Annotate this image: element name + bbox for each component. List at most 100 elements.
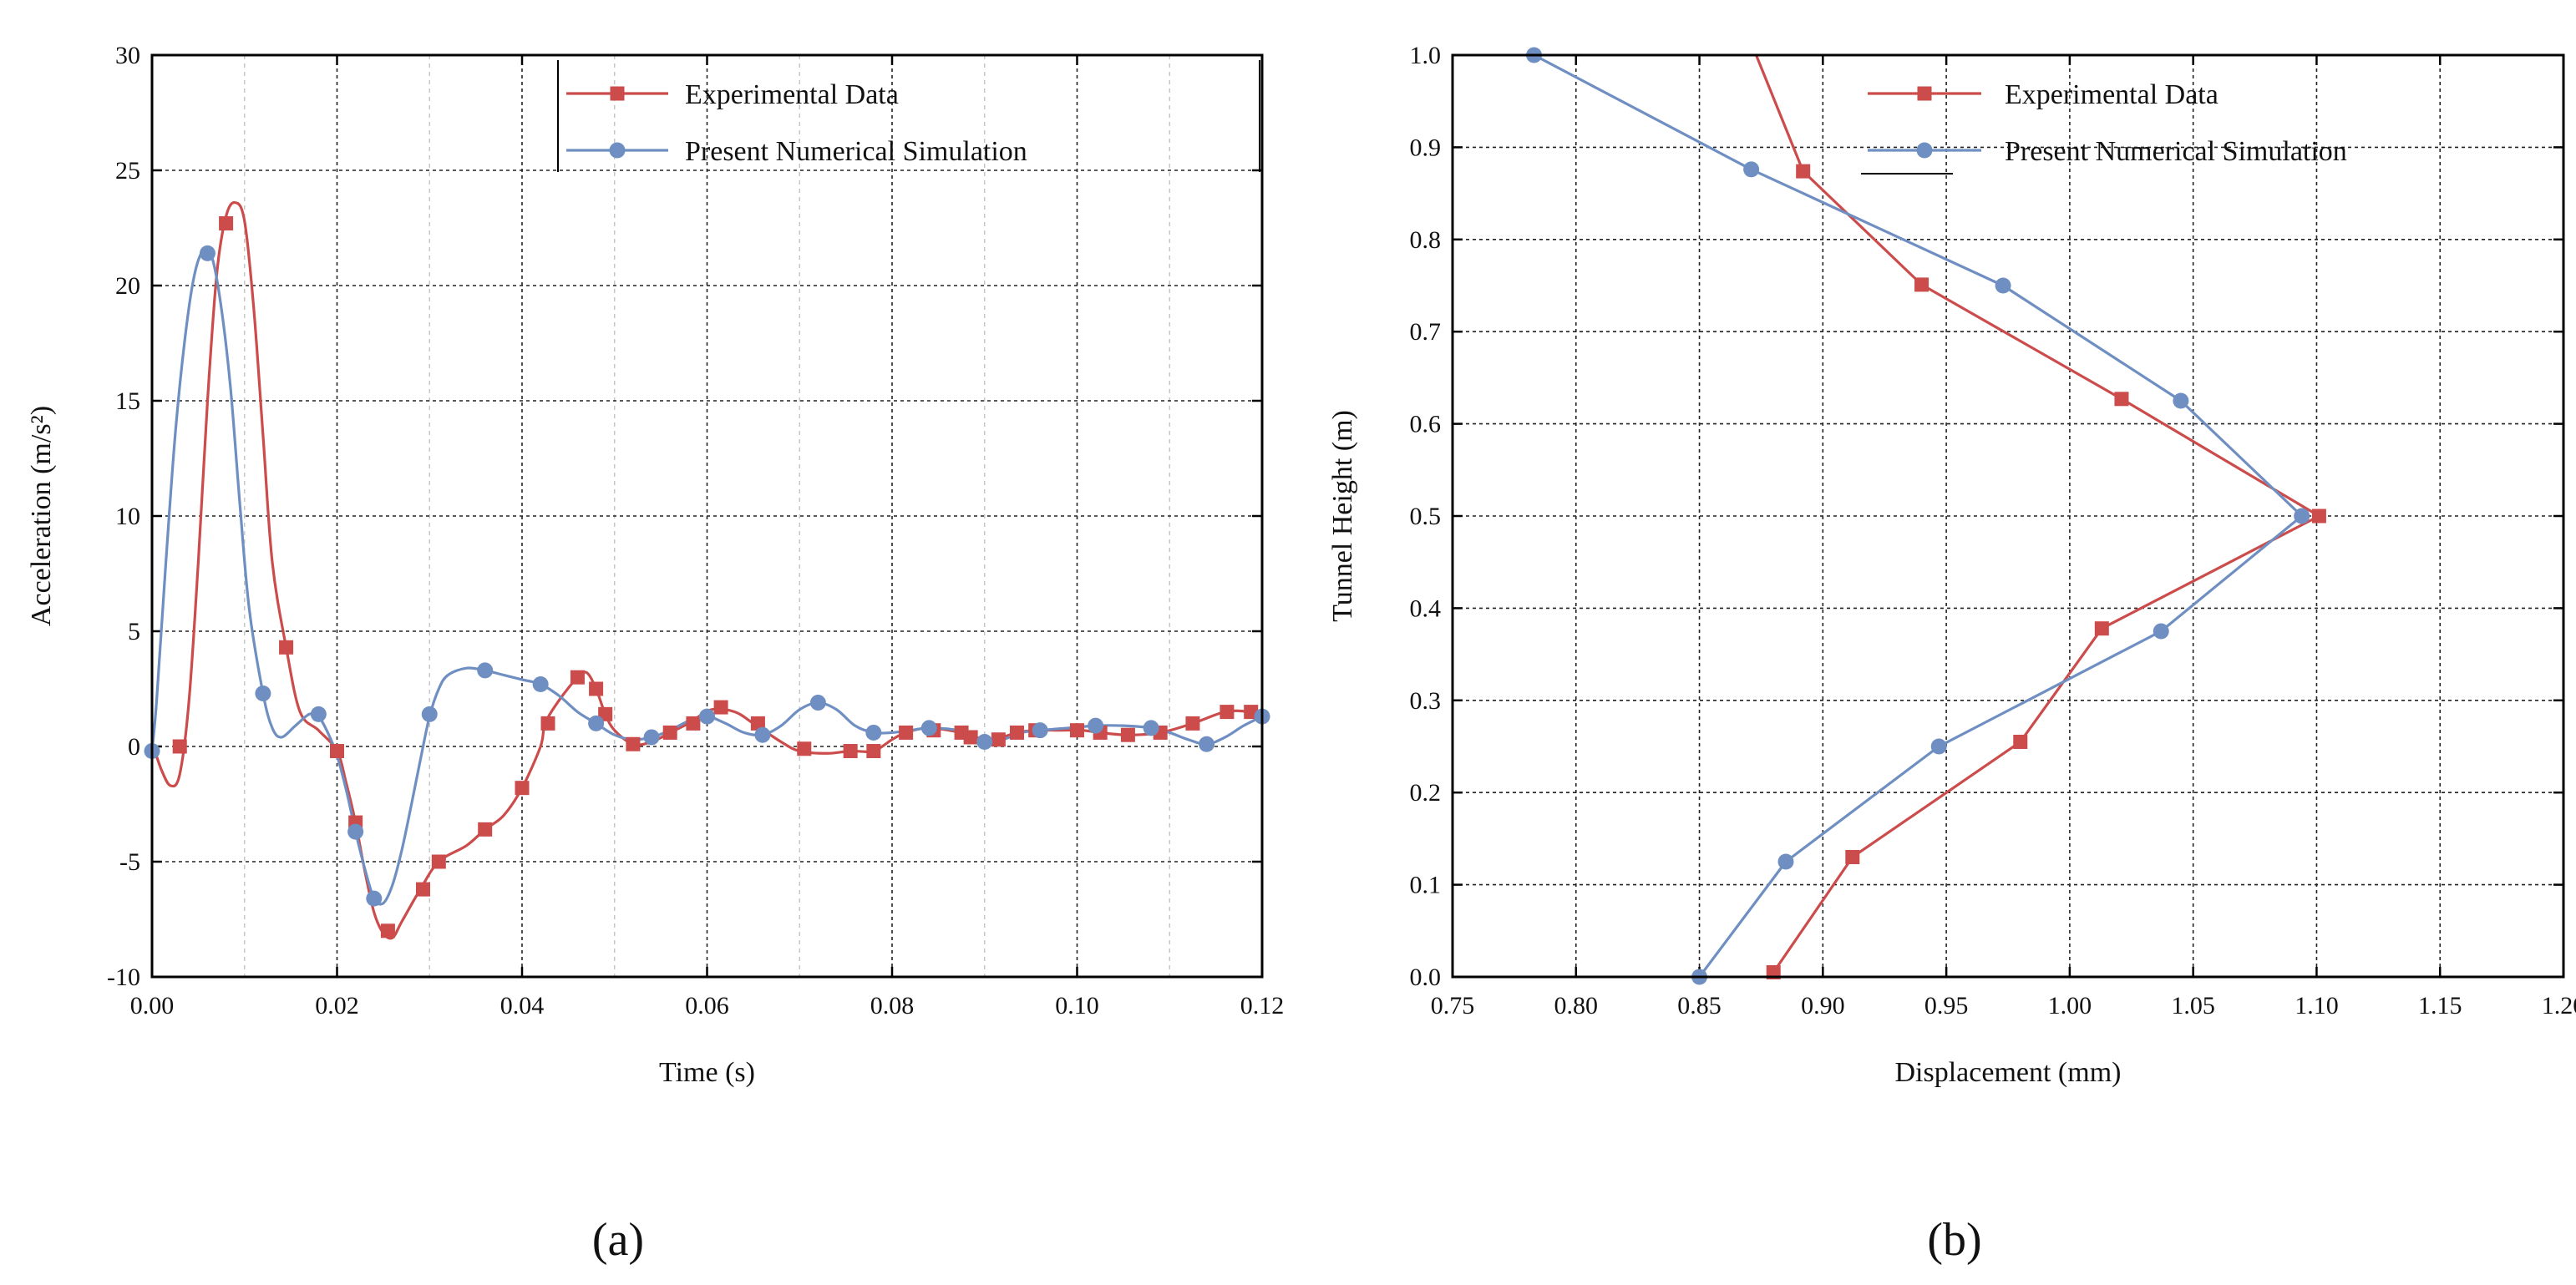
x-tick-label: 0.80 bbox=[1554, 992, 1599, 1019]
y-tick-label: 0.6 bbox=[1410, 411, 1442, 438]
marker-experimental bbox=[2094, 621, 2109, 636]
x-tick-label: 0.12 bbox=[1240, 992, 1285, 1019]
y-tick-label: -10 bbox=[107, 964, 140, 991]
marker-experimental bbox=[598, 706, 613, 721]
x-tick-label: 0.08 bbox=[870, 992, 915, 1019]
marker-experimental bbox=[1120, 727, 1135, 742]
y-tick-label: 0.4 bbox=[1410, 594, 1442, 622]
marker-experimental bbox=[2311, 508, 2326, 524]
marker-experimental bbox=[1220, 705, 1235, 720]
x-tick-label: 0.04 bbox=[500, 992, 545, 1019]
legend-marker-circle bbox=[609, 142, 626, 159]
x-tick-label: 0.06 bbox=[685, 992, 729, 1019]
x-tick-label: 0.02 bbox=[315, 992, 359, 1019]
marker-experimental bbox=[1010, 725, 1025, 740]
marker-experimental bbox=[1914, 277, 1929, 292]
marker-experimental bbox=[515, 781, 530, 796]
y-tick-label: 0.2 bbox=[1410, 779, 1442, 807]
x-tick-label: 1.05 bbox=[2171, 992, 2215, 1019]
marker-simulation bbox=[865, 724, 882, 741]
marker-experimental bbox=[172, 739, 187, 754]
marker-experimental bbox=[662, 725, 677, 740]
marker-experimental bbox=[797, 741, 812, 756]
marker-simulation bbox=[920, 720, 937, 736]
legend-a: Experimental Data Present Numerical Simul… bbox=[557, 60, 1260, 172]
marker-simulation bbox=[809, 695, 826, 711]
chart-a-acceleration: 0.00 0.02 0.04 0.06 0.08 0.10 0.12 -10 -5 0 5 10 15 2… bbox=[26, 42, 1284, 1088]
legend-label: Present Numerical Simulation bbox=[2005, 136, 2347, 167]
marker-simulation bbox=[1930, 738, 1947, 755]
marker-experimental bbox=[899, 725, 914, 740]
marker-simulation bbox=[366, 890, 383, 907]
y-axis-title: Acceleration (m/s²) bbox=[26, 406, 57, 626]
marker-simulation bbox=[588, 715, 605, 731]
marker-simulation bbox=[754, 726, 771, 743]
x-tick-label: 0.75 bbox=[1431, 992, 1475, 1019]
marker-experimental bbox=[750, 716, 765, 731]
marker-simulation bbox=[1777, 853, 1794, 870]
marker-experimental bbox=[478, 822, 493, 837]
marker-experimental bbox=[2013, 734, 2028, 749]
x-tick-label: 1.10 bbox=[2295, 992, 2339, 1019]
marker-simulation bbox=[1995, 277, 2011, 294]
y-tick-label: 15 bbox=[115, 387, 140, 415]
x-tick-label: 0.95 bbox=[1924, 992, 1969, 1019]
marker-experimental bbox=[1185, 716, 1200, 731]
y-tick-label: 1.0 bbox=[1410, 42, 1442, 69]
y-tick-label: -5 bbox=[119, 848, 140, 876]
y-tick-label: 0.7 bbox=[1410, 318, 1442, 346]
panel-label-b: (b) bbox=[1927, 1214, 1981, 1266]
marker-simulation bbox=[643, 729, 660, 746]
marker-simulation bbox=[2294, 508, 2310, 524]
x-tick-label: 1.00 bbox=[2048, 992, 2092, 1019]
panel-label-a: (a) bbox=[592, 1214, 644, 1266]
x-tick-label: 1.20 bbox=[2542, 992, 2576, 1019]
marker-experimental bbox=[431, 854, 446, 869]
marker-simulation bbox=[976, 733, 993, 750]
marker-simulation bbox=[1143, 720, 1159, 736]
marker-simulation bbox=[199, 245, 216, 261]
legend-marker-square bbox=[1917, 86, 1932, 101]
series-line-experimental bbox=[1755, 55, 2320, 974]
marker-experimental bbox=[1070, 723, 1084, 738]
marker-experimental bbox=[866, 744, 881, 759]
legend-label: Experimental Data bbox=[2005, 79, 2219, 110]
y-tick-label: 10 bbox=[115, 503, 140, 530]
axis-ticks-a: 0.00 0.02 0.04 0.06 0.08 0.10 0.12 -10 -5 0 5 10 15 2… bbox=[107, 42, 1284, 1019]
marker-experimental bbox=[963, 730, 978, 745]
marker-experimental bbox=[686, 716, 701, 731]
x-axis-title: Time (s) bbox=[659, 1057, 755, 1088]
y-tick-label: 5 bbox=[128, 618, 140, 645]
legend-b: Experimental Data Present Numerical Simul… bbox=[1861, 79, 2347, 175]
marker-experimental bbox=[219, 215, 234, 230]
x-tick-label: 0.85 bbox=[1677, 992, 1722, 1019]
marker-simulation bbox=[2173, 392, 2189, 409]
marker-experimental bbox=[843, 744, 858, 759]
marker-experimental bbox=[2114, 392, 2129, 407]
marker-simulation bbox=[1199, 736, 1215, 752]
plot-frame-b bbox=[1451, 53, 2565, 979]
marker-simulation bbox=[532, 675, 549, 692]
y-tick-label: 0.1 bbox=[1410, 872, 1442, 899]
legend-label: Present Numerical Simulation bbox=[685, 136, 1027, 167]
grid-lines-a bbox=[152, 55, 1262, 977]
marker-experimental bbox=[991, 732, 1006, 747]
marker-experimental bbox=[570, 670, 585, 685]
y-tick-label: 25 bbox=[115, 157, 140, 185]
marker-experimental bbox=[589, 681, 604, 696]
axis-ticks-b: 0.75 0.80 0.85 0.90 0.95 1.00 1.05 1.10 1.15 1.2 0… bbox=[1410, 42, 2576, 1019]
marker-simulation bbox=[421, 706, 438, 722]
x-tick-label: 1.15 bbox=[2418, 992, 2462, 1019]
legend-marker-circle bbox=[1916, 142, 1933, 159]
y-tick-label: 30 bbox=[115, 42, 140, 69]
marker-simulation bbox=[1032, 722, 1048, 739]
marker-simulation bbox=[2153, 623, 2169, 640]
marker-experimental bbox=[1796, 164, 1811, 179]
marker-simulation bbox=[347, 823, 364, 840]
marker-experimental bbox=[330, 744, 344, 759]
marker-experimental bbox=[540, 716, 555, 731]
y-axis-title: Tunnel Height (m) bbox=[1327, 410, 1358, 622]
marker-simulation bbox=[310, 706, 327, 722]
plot-frame-a bbox=[150, 53, 1264, 979]
